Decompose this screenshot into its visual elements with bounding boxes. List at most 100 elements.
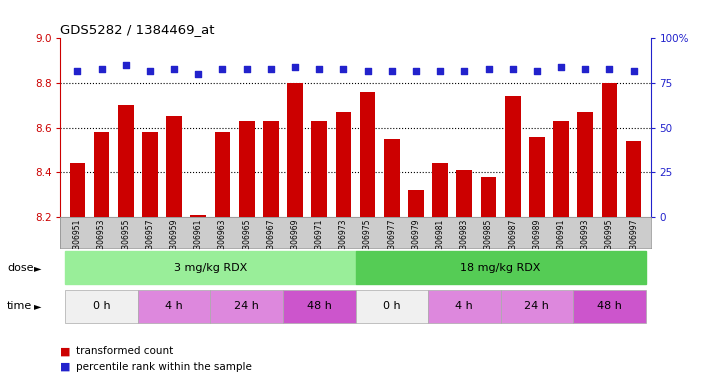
Text: ■: ■ bbox=[60, 362, 71, 372]
Text: GSM306987: GSM306987 bbox=[508, 218, 517, 265]
Text: GSM306975: GSM306975 bbox=[363, 218, 372, 265]
Text: 0 h: 0 h bbox=[92, 301, 110, 311]
Text: 3 mg/kg RDX: 3 mg/kg RDX bbox=[173, 263, 247, 273]
Bar bbox=[481, 177, 496, 217]
Text: GSM306961: GSM306961 bbox=[194, 218, 203, 265]
Bar bbox=[210, 290, 283, 323]
Bar bbox=[287, 83, 303, 217]
Point bbox=[338, 66, 349, 72]
Text: transformed count: transformed count bbox=[76, 346, 173, 356]
Point bbox=[217, 66, 228, 72]
Text: ►: ► bbox=[34, 263, 42, 273]
Point bbox=[120, 62, 132, 68]
Bar bbox=[70, 163, 85, 217]
Bar bbox=[138, 290, 210, 323]
Bar bbox=[456, 170, 472, 217]
Point bbox=[483, 66, 494, 72]
Text: 0 h: 0 h bbox=[383, 301, 400, 311]
Point bbox=[72, 68, 83, 74]
Bar bbox=[336, 112, 351, 217]
Bar bbox=[239, 121, 255, 217]
Bar bbox=[94, 132, 109, 217]
Bar bbox=[529, 136, 545, 217]
Text: GSM306965: GSM306965 bbox=[242, 218, 251, 265]
Text: GSM306967: GSM306967 bbox=[267, 218, 275, 265]
Point bbox=[96, 66, 107, 72]
Text: GSM306979: GSM306979 bbox=[412, 218, 420, 265]
Point bbox=[579, 66, 591, 72]
Bar bbox=[142, 132, 158, 217]
Text: GSM306995: GSM306995 bbox=[605, 218, 614, 265]
Text: percentile rank within the sample: percentile rank within the sample bbox=[76, 362, 252, 372]
Bar bbox=[215, 132, 230, 217]
Bar bbox=[118, 105, 134, 217]
Point bbox=[531, 68, 542, 74]
Point bbox=[314, 66, 325, 72]
Point bbox=[241, 66, 252, 72]
Bar bbox=[602, 83, 617, 217]
Point bbox=[410, 68, 422, 74]
Bar bbox=[263, 121, 279, 217]
Text: 4 h: 4 h bbox=[165, 301, 183, 311]
Bar bbox=[501, 290, 573, 323]
Bar bbox=[432, 163, 448, 217]
Bar bbox=[65, 252, 356, 284]
Text: 48 h: 48 h bbox=[306, 301, 331, 311]
Text: 4 h: 4 h bbox=[456, 301, 474, 311]
Text: GSM306993: GSM306993 bbox=[581, 218, 589, 265]
Text: GSM306959: GSM306959 bbox=[170, 218, 178, 265]
Point bbox=[604, 66, 615, 72]
Point bbox=[144, 68, 156, 74]
Text: GSM306977: GSM306977 bbox=[387, 218, 396, 265]
Text: GSM306983: GSM306983 bbox=[460, 218, 469, 265]
Text: GDS5282 / 1384469_at: GDS5282 / 1384469_at bbox=[60, 23, 215, 36]
Point bbox=[169, 66, 180, 72]
Bar bbox=[283, 290, 356, 323]
Text: GSM306989: GSM306989 bbox=[533, 218, 541, 265]
Bar bbox=[428, 290, 501, 323]
Text: GSM306955: GSM306955 bbox=[122, 218, 130, 265]
Text: 24 h: 24 h bbox=[525, 301, 550, 311]
Point bbox=[265, 66, 277, 72]
Point bbox=[459, 68, 470, 74]
Text: GSM306971: GSM306971 bbox=[315, 218, 324, 265]
Text: 48 h: 48 h bbox=[597, 301, 622, 311]
Bar bbox=[356, 290, 428, 323]
Bar bbox=[553, 121, 569, 217]
Text: GSM306957: GSM306957 bbox=[146, 218, 154, 265]
Text: GSM306997: GSM306997 bbox=[629, 218, 638, 265]
Text: GSM306991: GSM306991 bbox=[557, 218, 565, 265]
Text: GSM306981: GSM306981 bbox=[436, 218, 444, 265]
Bar bbox=[356, 252, 646, 284]
Bar bbox=[408, 190, 424, 217]
Point bbox=[434, 68, 446, 74]
Point bbox=[362, 68, 373, 74]
Text: GSM306951: GSM306951 bbox=[73, 218, 82, 265]
Bar bbox=[626, 141, 641, 217]
Bar bbox=[505, 96, 520, 217]
Point bbox=[193, 71, 204, 77]
Text: time: time bbox=[7, 301, 33, 311]
Bar bbox=[311, 121, 327, 217]
Bar bbox=[577, 112, 593, 217]
Bar bbox=[191, 215, 206, 217]
Bar bbox=[65, 290, 138, 323]
Text: dose: dose bbox=[7, 263, 33, 273]
Text: ►: ► bbox=[34, 301, 42, 311]
Bar bbox=[360, 92, 375, 217]
Bar bbox=[573, 290, 646, 323]
Text: 18 mg/kg RDX: 18 mg/kg RDX bbox=[461, 263, 541, 273]
Bar bbox=[384, 139, 400, 217]
Text: GSM306963: GSM306963 bbox=[218, 218, 227, 265]
Text: GSM306969: GSM306969 bbox=[291, 218, 299, 265]
Point bbox=[289, 64, 301, 70]
Point bbox=[628, 68, 639, 74]
Point bbox=[507, 66, 518, 72]
Text: GSM306953: GSM306953 bbox=[97, 218, 106, 265]
Text: ■: ■ bbox=[60, 346, 71, 356]
Point bbox=[386, 68, 397, 74]
Point bbox=[555, 64, 567, 70]
Text: GSM306985: GSM306985 bbox=[484, 218, 493, 265]
Text: 24 h: 24 h bbox=[234, 301, 259, 311]
Bar bbox=[166, 116, 182, 217]
